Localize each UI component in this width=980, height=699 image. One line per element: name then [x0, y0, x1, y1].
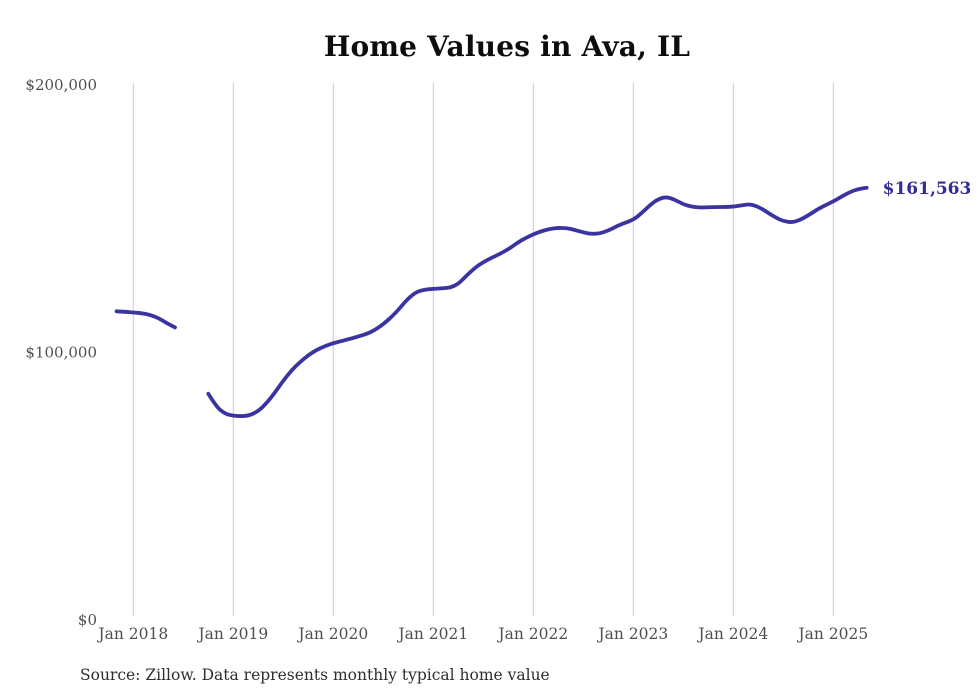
source-note: Source: Zillow. Data represents monthly … — [80, 666, 550, 684]
x-tick-label: Jan 2024 — [696, 625, 768, 643]
chart-title: Home Values in Ava, IL — [323, 30, 691, 63]
x-tick-label: Jan 2022 — [496, 625, 568, 643]
y-tick-label: $0 — [78, 611, 97, 629]
x-tick-label: Jan 2019 — [196, 625, 268, 643]
x-tick-label: Jan 2023 — [596, 625, 668, 643]
home-value-line — [114, 309, 177, 330]
home-value-line — [206, 185, 869, 418]
y-tick-label: $100,000 — [25, 344, 97, 362]
x-tick-label: Jan 2025 — [796, 625, 868, 643]
latest-value-label: $161,563 — [883, 179, 972, 199]
x-tick-label: Jan 2018 — [96, 625, 168, 643]
x-tick-label: Jan 2021 — [396, 625, 468, 643]
y-tick-label: $200,000 — [25, 76, 97, 94]
x-tick-label: Jan 2020 — [296, 625, 368, 643]
